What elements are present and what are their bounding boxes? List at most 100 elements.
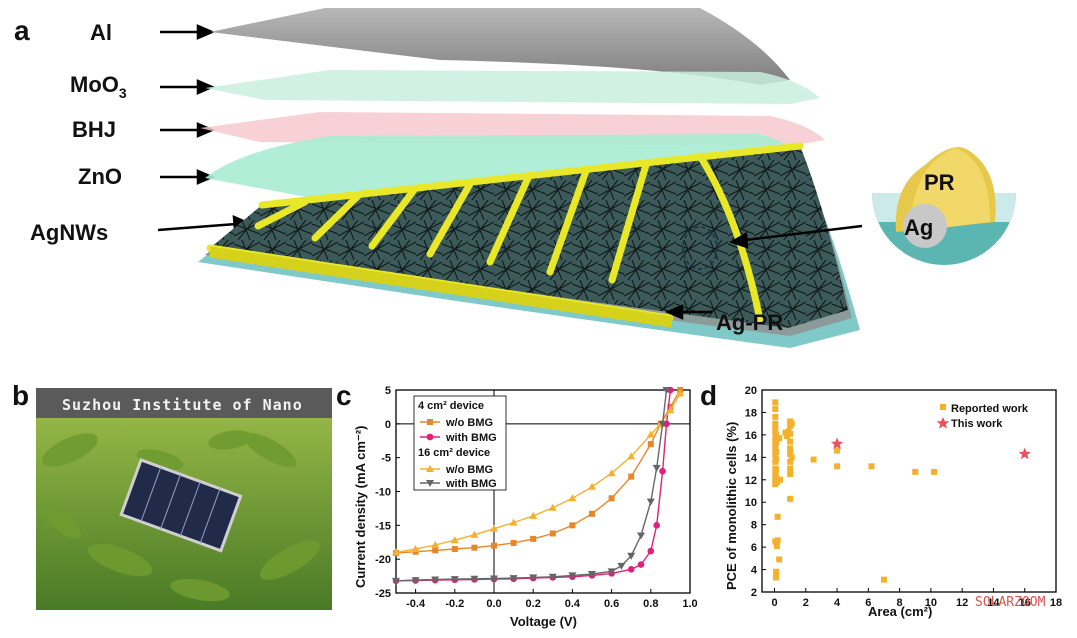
- legend-label-4cm2-with-bmg: with BMG: [445, 432, 497, 444]
- data-point: [773, 456, 780, 463]
- data-point: [772, 425, 779, 432]
- y-tick-label: -20: [375, 554, 391, 566]
- y-tick-label: 5: [385, 385, 391, 397]
- data-point: [1018, 447, 1031, 460]
- y-tick-label: 18: [745, 407, 757, 419]
- layer-label-moo3: MoO3: [70, 72, 127, 101]
- chart-d-ticks: 0 2 4 6 8 10 12 14 16 18 2 4 6 8 10 12 14 16 18 20: [745, 385, 1062, 609]
- data-point: [450, 536, 459, 544]
- data-point: [772, 452, 779, 459]
- data-point: [880, 576, 887, 583]
- data-point: [776, 476, 783, 483]
- chart-c-ylabel: Current density (mA cm⁻²): [353, 426, 368, 588]
- chart-d-legend: Reported work This work: [936, 403, 1029, 430]
- legend-marker-reported-work: [940, 404, 946, 410]
- data-point: [589, 510, 595, 517]
- photo-sign-text: Suzhou Institute of Nano: [62, 396, 303, 414]
- series-0: [772, 399, 938, 583]
- x-tick-label: 1.0: [682, 598, 697, 610]
- data-point: [509, 575, 518, 583]
- chart-d-frame: [761, 389, 1057, 593]
- data-point: [411, 545, 420, 553]
- data-point: [490, 524, 498, 532]
- x-tick-label: 18: [1050, 597, 1062, 609]
- data-point: [788, 454, 795, 461]
- bus-bar: [209, 246, 673, 328]
- y-tick-label: 16: [745, 430, 757, 442]
- data-point: [471, 544, 478, 551]
- chart-d-ylabel: PCE of monolithic cells (%): [724, 422, 739, 590]
- layer-label-zno: ZnO: [78, 164, 122, 189]
- data-point: [772, 436, 779, 443]
- data-point: [773, 431, 780, 438]
- data-point: [627, 552, 636, 560]
- data-point: [647, 547, 655, 555]
- data-point: [773, 542, 780, 549]
- x-tick-label: 10: [925, 597, 937, 609]
- series-1: [830, 437, 1031, 460]
- legend-group-4cm2: 4 cm² device: [418, 400, 484, 412]
- layer-label-agnws: AgNWs: [30, 220, 108, 245]
- data-point: [608, 495, 615, 502]
- data-point: [772, 413, 779, 420]
- data-point: [548, 573, 557, 581]
- legend-item-16cm2-wo-bmg: w/o BMG: [420, 464, 493, 476]
- x-tick-label: 0.4: [565, 598, 581, 610]
- panel-d: d 0 2 4 6 8 10 12 14 16 18 2 4 6 8 10 12 14 16 18 20 Area (…: [700, 380, 1062, 619]
- y-tick-label: -25: [375, 588, 391, 600]
- y-tick-label: -15: [375, 520, 391, 532]
- chart-c-legend: 4 cm² device w/o BMG with BMG 16 cm² dev…: [413, 395, 507, 491]
- data-point: [776, 435, 783, 442]
- layer-label-al: Al: [90, 20, 112, 45]
- inset-ag-label: Ag: [904, 215, 933, 240]
- data-point: [787, 495, 794, 502]
- legend-marker-this-work: [936, 417, 950, 429]
- y-tick-label: 12: [745, 475, 757, 487]
- data-point: [628, 473, 635, 480]
- data-point: [569, 522, 576, 529]
- panel-d-letter: d: [700, 380, 717, 411]
- legend-label-16cm2-wo-bmg: w/o BMG: [445, 464, 493, 476]
- legend-item-16cm2-with-bmg: with BMG: [420, 478, 497, 490]
- y-tick-label: -10: [375, 487, 391, 499]
- data-point: [773, 448, 780, 455]
- data-point: [549, 530, 556, 537]
- x-tick-label: 0.8: [643, 598, 658, 610]
- data-point: [627, 452, 636, 460]
- data-point: [773, 474, 780, 481]
- chart-c-series: [392, 386, 685, 585]
- layer-label-bhj: BHJ: [72, 117, 116, 142]
- y-tick-label: 8: [751, 520, 757, 532]
- data-point: [509, 518, 518, 526]
- foliage: [39, 430, 321, 602]
- legend-group-16cm2: 16 cm² device: [418, 447, 490, 459]
- inset-pr-label: PR: [924, 170, 955, 195]
- y-tick-label: -5: [381, 453, 391, 465]
- data-point: [392, 548, 400, 556]
- data-point: [772, 420, 779, 427]
- y-tick-label: 2: [751, 587, 757, 599]
- data-point: [787, 471, 794, 478]
- data-point: [530, 535, 537, 542]
- panel-a: a Al MoO3 BHJ ZnO AgNWs: [14, 8, 1017, 348]
- data-point: [607, 568, 616, 576]
- x-tick-label: 4: [834, 597, 841, 609]
- data-point: [431, 540, 440, 548]
- data-point: [782, 429, 789, 436]
- data-point: [568, 572, 577, 580]
- data-point: [834, 463, 841, 470]
- data-point: [912, 468, 919, 475]
- photo-sign: [36, 388, 332, 418]
- data-point: [627, 566, 635, 573]
- data-point: [774, 513, 781, 520]
- series-3: [392, 387, 671, 585]
- y-tick-label: 0: [385, 419, 391, 431]
- data-point: [787, 465, 794, 472]
- zoom-circle: [682, 226, 718, 270]
- data-point: [392, 577, 400, 585]
- data-point: [658, 420, 667, 428]
- chart-d-series: [772, 399, 1031, 583]
- data-point: [787, 458, 794, 465]
- x-tick-label: 8: [897, 597, 903, 609]
